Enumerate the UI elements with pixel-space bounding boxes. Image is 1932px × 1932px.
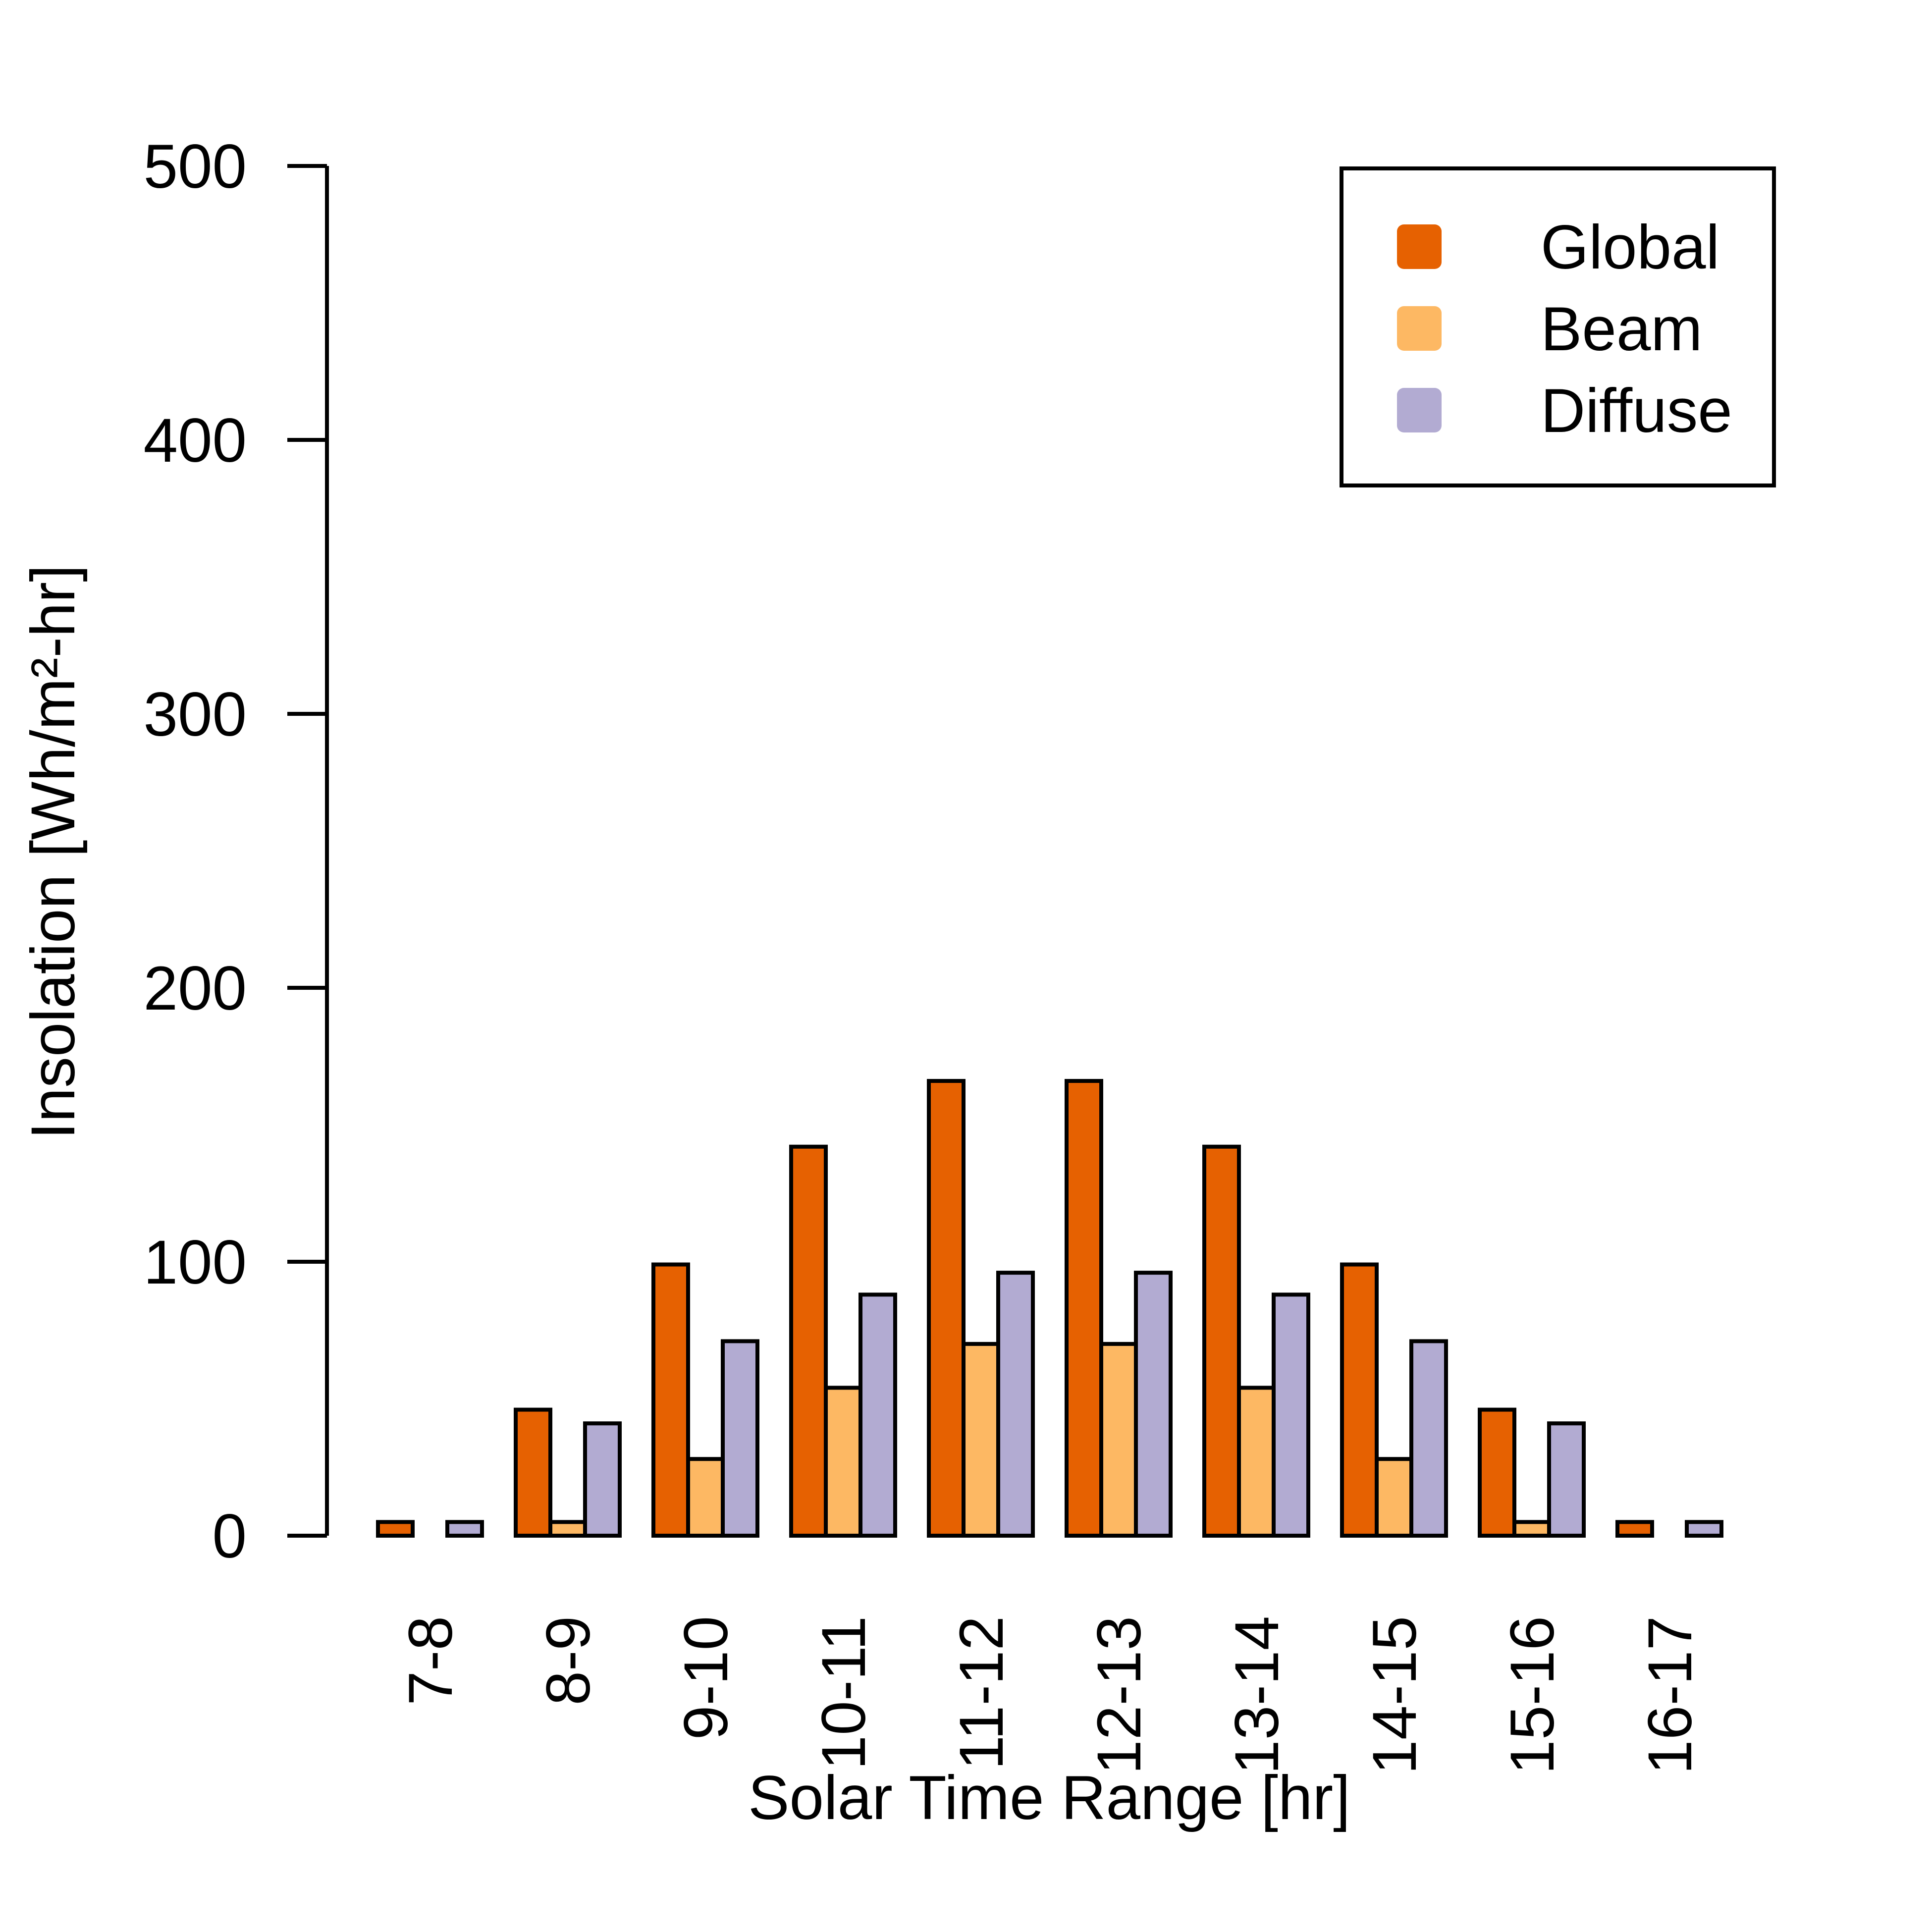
bar-beam-11-12	[962, 1342, 1000, 1538]
bar-global-11-12	[927, 1079, 966, 1538]
x-tick-labels: 7-8 8-9 9-10 10-11 11-12 12-13 13-14 14-15 15-16…	[396, 1616, 1705, 1774]
bar-beam-8-9	[548, 1520, 587, 1538]
y-tick-label: 100	[143, 1228, 247, 1297]
bar-global-10-11	[789, 1144, 828, 1538]
bar-diffuse-13-14	[1272, 1292, 1310, 1538]
bar-global-14-15	[1340, 1262, 1379, 1538]
bar-diffuse-10-11	[859, 1292, 897, 1538]
bar-diffuse-11-12	[996, 1271, 1035, 1538]
x-axis-label: Solar Time Range [hr]	[748, 1764, 1350, 1832]
y-tick-label: 400	[143, 406, 247, 475]
bar-global-7-8	[376, 1520, 415, 1538]
y-axis-label: Insolation [Wh/m²-hr]	[19, 565, 88, 1139]
x-tick-label: 13-14	[1223, 1616, 1291, 1774]
x-tick-label: 8-9	[534, 1616, 603, 1706]
bar-diffuse-7-8	[445, 1520, 484, 1538]
bar-beam-12-13	[1099, 1342, 1138, 1538]
x-tick-label: 11-12	[947, 1616, 1016, 1770]
bar-diffuse-15-16	[1547, 1421, 1586, 1538]
legend-label-diffuse: Diffuse	[1541, 376, 1732, 445]
legend-swatch-diffuse	[1397, 388, 1442, 432]
bar-diffuse-16-17	[1685, 1520, 1723, 1538]
y-axis: 0 100 200 300 400 500	[143, 132, 329, 1571]
legend-label-beam: Beam	[1541, 295, 1703, 364]
bar-global-8-9	[514, 1407, 552, 1538]
legend-swatch-global	[1397, 224, 1442, 269]
bar-global-15-16	[1478, 1407, 1516, 1538]
bar-global-16-17	[1615, 1520, 1654, 1538]
bar-beam-14-15	[1375, 1457, 1413, 1538]
legend: Global Beam Diffuse	[1340, 166, 1776, 487]
bar-diffuse-14-15	[1409, 1339, 1448, 1538]
x-tick-label: 16-17	[1636, 1616, 1705, 1774]
bar-diffuse-9-10	[721, 1339, 759, 1538]
y-tick-label: 500	[143, 132, 247, 201]
y-tick-label: 200	[143, 954, 247, 1023]
x-tick-label: 15-16	[1498, 1616, 1567, 1774]
bar-diffuse-8-9	[583, 1421, 622, 1538]
x-tick-label: 9-10	[672, 1616, 741, 1740]
y-tick-label: 300	[143, 680, 247, 749]
bar-beam-13-14	[1237, 1386, 1276, 1538]
bar-global-12-13	[1065, 1079, 1103, 1538]
bar-beam-9-10	[686, 1457, 725, 1538]
legend-box	[1340, 166, 1776, 487]
legend-swatch-beam	[1397, 306, 1442, 351]
bar-beam-10-11	[824, 1386, 862, 1538]
bar-global-9-10	[651, 1262, 690, 1538]
x-tick-label: 7-8	[396, 1616, 465, 1706]
bar-global-13-14	[1202, 1144, 1241, 1538]
bar-beam-15-16	[1512, 1520, 1551, 1538]
bar-diffuse-12-13	[1134, 1271, 1173, 1538]
y-tick-label: 0	[212, 1502, 247, 1571]
x-tick-label: 12-13	[1085, 1616, 1154, 1774]
x-tick-label: 14-15	[1360, 1616, 1429, 1774]
legend-label-global: Global	[1541, 213, 1719, 282]
bars	[376, 1079, 1723, 1538]
x-tick-label: 10-11	[809, 1616, 878, 1770]
